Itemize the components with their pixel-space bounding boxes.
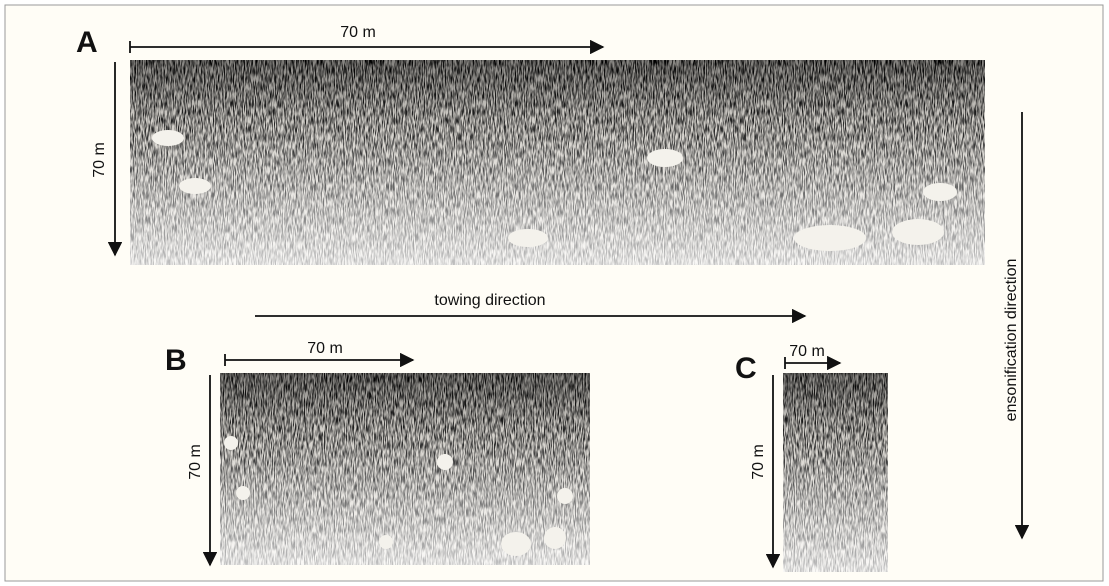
sonar-fade [783, 373, 888, 572]
ensonification-label: ensonification direction [1003, 259, 1020, 422]
panel-b: B 70 m 70 m [165, 340, 590, 567]
panel-c: C 70 m 70 m [735, 343, 888, 572]
panel-label: B [165, 344, 187, 377]
sonar-fade [220, 373, 590, 565]
scale-label: 70 m [750, 444, 767, 480]
panel-label: C [735, 352, 757, 385]
boulders [152, 130, 957, 251]
towing-label: towing direction [434, 292, 545, 309]
panel-label: A [76, 26, 98, 59]
boulders [224, 436, 573, 556]
panel-a: A 70 m 70 m [76, 24, 985, 265]
scale-label: 70 m [187, 444, 204, 480]
scale-label: 70 m [91, 142, 108, 178]
scale-label: 70 m [340, 24, 376, 41]
scale-label: 70 m [789, 343, 825, 360]
scale-label: 70 m [307, 340, 343, 357]
